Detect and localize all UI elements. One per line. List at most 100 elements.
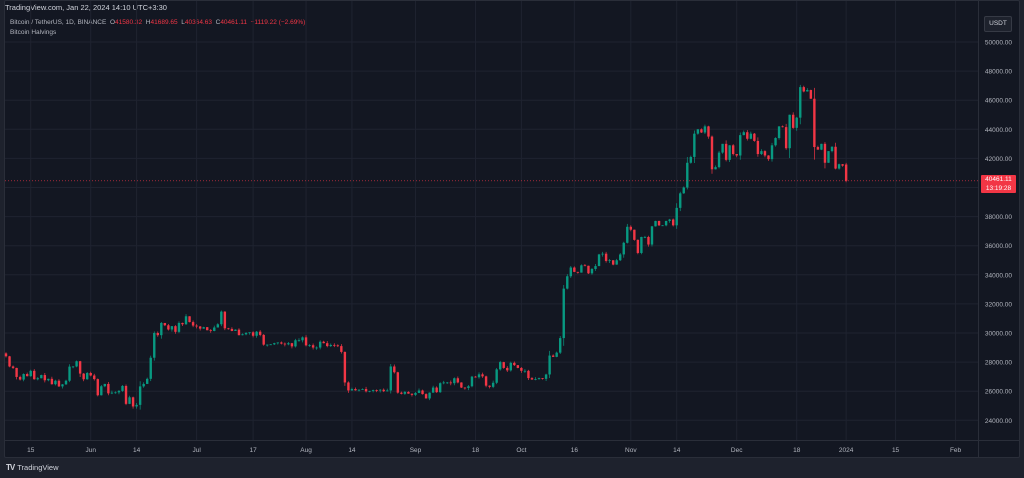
y-axis-label: 34000.00 [985,272,1012,279]
candle-body [604,253,608,261]
symbol-name[interactable]: Bitcoin / TetherUS, 1D, BINANCE [10,19,107,26]
candle-body [255,331,258,336]
candle-body [322,341,325,344]
candle-body [777,126,781,139]
candle-body [78,361,82,374]
candle-body [611,260,615,265]
candle-body [138,386,142,405]
candle-body [417,390,421,393]
candle-body [382,389,385,392]
indicator-legend-row[interactable]: Bitcoin Halvings [10,28,305,38]
candle-body [474,376,477,378]
tradingview-logo-text: TradingView [17,463,59,472]
x-axis-label: 2024 [839,447,854,454]
candle-body [135,404,138,407]
candle-body [206,327,209,331]
candle-body [251,332,255,336]
candle-body [163,322,167,326]
x-axis-label: 14 [673,447,681,454]
candle-body [576,271,580,273]
candle-body [22,374,25,380]
candle-body [326,343,329,347]
candle-body [258,331,262,335]
candle-body [597,254,601,267]
candle-body [735,154,738,156]
ohlc-close-value: 40461.11 [220,19,247,26]
x-axis-label: 16 [571,447,579,454]
candle-body [216,324,219,328]
candle-body [121,385,124,391]
candle-body [654,220,657,227]
candle-body [650,226,654,245]
candle-body [520,367,523,371]
candle-body [269,344,272,346]
tradingview-logo[interactable]: TV TradingView [6,463,59,472]
candle-body [834,146,837,169]
indicator-name[interactable]: Bitcoin Halvings [10,29,57,36]
candle-body [262,334,265,345]
candle-body [513,362,516,366]
candle-body [248,332,251,334]
x-axis-label: 15 [892,447,900,454]
candle-body [110,392,114,394]
candle-body [290,343,294,347]
x-axis-label: 14 [348,447,356,454]
candle-body [294,340,297,347]
candle-body [124,385,128,404]
x-axis-label: Nov [625,447,637,454]
candle-body [438,383,442,393]
symbol-legend-row[interactable]: Bitcoin / TetherUS, 1D, BINANCE O41580.3… [10,18,305,28]
candle-body [601,253,604,255]
candle-body [499,362,502,370]
x-axis-label: 14 [133,447,141,454]
candle-body [361,389,364,390]
candle-body [71,366,75,368]
candle-body [788,114,791,149]
candle-body [682,187,685,194]
currency-button[interactable]: USDT [984,16,1012,32]
candle-body [4,353,8,357]
candle-body [177,322,181,332]
candle-body [431,387,435,393]
candle-body [364,389,368,392]
candle-body [689,156,693,163]
candle-body [428,392,431,399]
candle-body [36,378,39,380]
candle-body [442,382,445,384]
bar-countdown: 13:19:28 [985,184,1012,192]
candle-body [276,342,280,344]
candle-body [657,220,661,226]
candle-body [8,356,11,367]
candle-body [802,87,805,92]
candle-body [297,340,301,342]
candle-body [107,383,110,394]
candle-body [806,90,809,92]
candle-body [739,135,742,156]
candle-body [167,325,170,330]
candle-body [820,143,823,150]
candle-body [15,367,18,377]
candle-body [156,333,159,336]
attribution-text: TradingView.com, Jan 22, 2024 14:10 UTC+… [5,3,167,12]
candle-body [590,268,594,274]
x-axis-label: 15 [27,447,35,454]
candle-body [626,226,629,243]
candle-body [643,236,647,238]
candle-body [280,342,283,344]
candle-body [174,326,177,332]
candle-body [273,343,276,345]
candle-body [357,389,361,391]
y-axis-label: 36000.00 [985,243,1012,250]
candle-body [484,376,488,386]
candle-body [301,337,304,341]
candle-body [410,393,414,395]
candle-body [343,351,347,383]
candle-body [530,378,534,380]
candle-body [502,362,505,368]
x-axis-label: Aug [300,447,312,454]
candle-body [523,370,527,372]
candle-body [721,143,724,153]
candle-body [506,367,509,371]
candle-body [527,370,530,379]
